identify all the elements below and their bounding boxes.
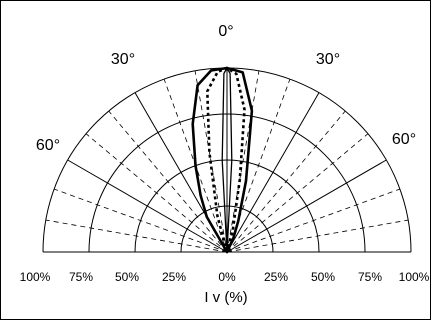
solid-spoke--60	[67, 159, 228, 253]
x-axis-title: I v (%)	[204, 289, 247, 306]
series-thin-solid-curve	[221, 67, 233, 253]
dashed-spoke-70	[226, 188, 401, 253]
angle-label--60: 60°	[36, 137, 60, 154]
intensity-curves	[191, 66, 254, 254]
dashed-spoke--40	[108, 110, 228, 253]
polar-grid	[42, 67, 412, 253]
solid-spoke-30	[226, 92, 320, 253]
angle-label-30: 30°	[316, 51, 340, 68]
dashed-spoke--50	[85, 133, 228, 253]
radial-tick-label-3: 25%	[162, 270, 186, 284]
radial-tick-label-4: 0%	[218, 270, 236, 284]
angle-label--30: 30°	[111, 51, 135, 68]
chart-labels: 0° 30° 30° 60° 60° 100% 75% 50% 25% 0% 25% 50% 75% 10…	[20, 23, 430, 306]
dashed-spoke-80	[226, 219, 409, 253]
dashed-spoke--70	[53, 188, 228, 253]
radial-tick-label-2: 50%	[115, 270, 139, 284]
dashed-spoke-50	[226, 133, 369, 253]
angle-label-0: 0°	[218, 23, 233, 40]
dashed-spoke-10	[226, 70, 260, 253]
radial-tick-label-0: 100%	[20, 270, 51, 284]
radial-tick-label-7: 75%	[358, 270, 382, 284]
angle-label-60: 60°	[392, 131, 416, 148]
dashed-spoke-40	[226, 110, 346, 253]
radial-tick-label-8: 100%	[399, 270, 430, 284]
radial-tick-label-1: 75%	[69, 270, 93, 284]
solid-spoke-60	[226, 159, 387, 253]
dashed-spoke--80	[45, 219, 228, 253]
radial-tick-label-6: 50%	[311, 270, 335, 284]
radial-tick-label-5: 25%	[264, 270, 288, 284]
series-solid-curve	[191, 66, 254, 254]
